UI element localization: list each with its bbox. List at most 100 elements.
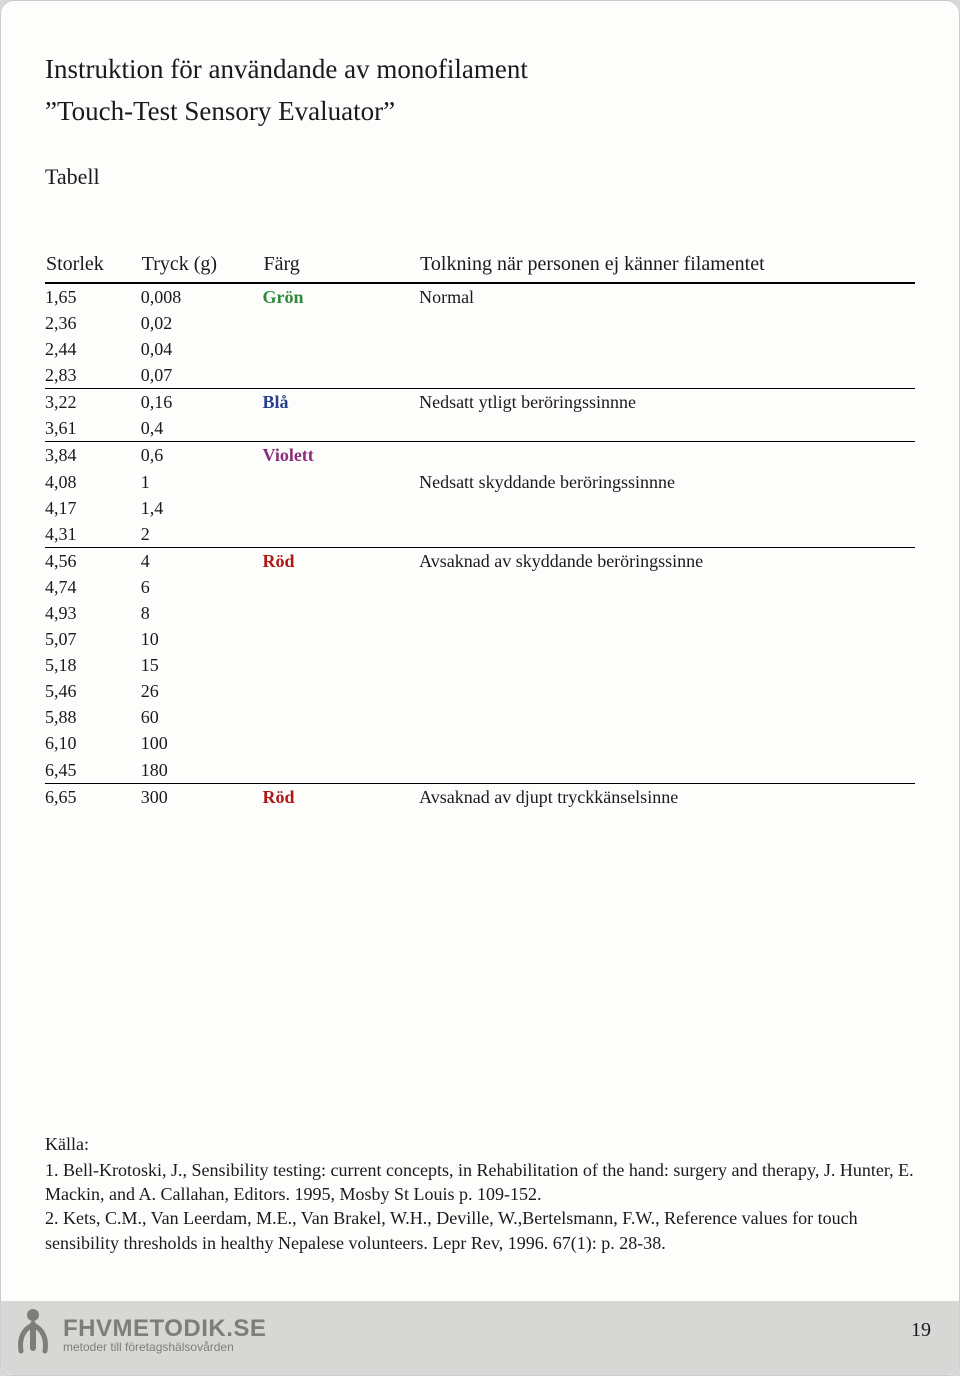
cell-interpretation (419, 574, 915, 600)
col-header-size: Storlek (45, 252, 141, 283)
table-row: 2,830,07 (45, 362, 915, 389)
cell-pressure: 0,07 (141, 362, 263, 389)
table-row: 3,610,4 (45, 415, 915, 442)
table-row: 4,312 (45, 521, 915, 548)
color-label: Blå (262, 392, 288, 412)
sources-block: Källa: 1. Bell-Krotoski, J., Sensibility… (45, 1132, 915, 1255)
cell-pressure: 60 (141, 704, 263, 730)
source-item: 1. Bell-Krotoski, J., Sensibility testin… (45, 1158, 915, 1207)
cell-pressure: 0,6 (141, 442, 263, 469)
cell-size: 5,18 (45, 652, 141, 678)
cell-color: Grön (262, 283, 419, 310)
cell-size: 4,74 (45, 574, 141, 600)
table-row: 5,4626 (45, 678, 915, 704)
table-row: 4,564Röd Avsaknad av skyddande beröringss… (45, 547, 915, 574)
col-header-color: Färg (262, 252, 419, 283)
cell-interpretation: Avsaknad av skyddande beröringssinne (419, 547, 915, 574)
cell-color (262, 521, 419, 548)
cell-size: 4,31 (45, 521, 141, 548)
cell-pressure: 100 (141, 730, 263, 756)
cell-interpretation (419, 336, 915, 362)
cell-interpretation: Normal (419, 283, 915, 310)
table-label: Tabell (45, 164, 915, 190)
brand-logo-icon (13, 1307, 53, 1363)
page-footer: FHVMETODIK.SE metoder till företagshälso… (1, 1301, 959, 1375)
cell-size: 2,44 (45, 336, 141, 362)
cell-size: 4,93 (45, 600, 141, 626)
table-row: 1,650,008Grön Normal (45, 283, 915, 310)
cell-interpretation (419, 730, 915, 756)
table-row: 4,746 (45, 574, 915, 600)
document-page: Instruktion för användande av monofilame… (0, 0, 960, 1376)
cell-pressure: 2 (141, 521, 263, 548)
cell-size: 1,65 (45, 283, 141, 310)
cell-size: 3,22 (45, 389, 141, 416)
cell-size: 4,17 (45, 495, 141, 521)
cell-pressure: 0,02 (141, 310, 263, 336)
cell-color (262, 704, 419, 730)
cell-pressure: 15 (141, 652, 263, 678)
cell-size: 3,61 (45, 415, 141, 442)
table-row: 4,938 (45, 600, 915, 626)
color-label: Grön (262, 287, 303, 307)
page-number: 19 (911, 1319, 931, 1342)
cell-size: 6,65 (45, 783, 141, 810)
table-row: 6,65300RödAvsaknad av djupt tryckkänsels… (45, 783, 915, 810)
cell-interpretation (419, 704, 915, 730)
table-header-row: Storlek Tryck (g) Färg Tolkning när pers… (45, 252, 915, 283)
monofilament-table: Storlek Tryck (g) Färg Tolkning när pers… (45, 252, 915, 810)
footer-brand-tagline: metoder till företagshälsovården (63, 1341, 266, 1354)
cell-pressure: 0,04 (141, 336, 263, 362)
cell-interpretation (419, 626, 915, 652)
cell-color: Violett (262, 442, 419, 469)
cell-size: 2,83 (45, 362, 141, 389)
cell-color (262, 574, 419, 600)
cell-pressure: 4 (141, 547, 263, 574)
table-row: 6,45180 (45, 757, 915, 784)
cell-color: Röd (262, 547, 419, 574)
cell-interpretation (419, 442, 915, 469)
cell-pressure: 180 (141, 757, 263, 784)
cell-color (262, 495, 419, 521)
cell-color: Röd (262, 783, 419, 810)
page-title-line1: Instruktion för användande av monofilame… (45, 51, 915, 87)
table-row: 6,10100 (45, 730, 915, 756)
cell-size: 5,88 (45, 704, 141, 730)
page-title-line2: ”Touch-Test Sensory Evaluator” (45, 93, 915, 129)
cell-interpretation (419, 521, 915, 548)
cell-color (262, 652, 419, 678)
cell-color (262, 469, 419, 495)
color-label: Violett (262, 445, 313, 465)
cell-interpretation (419, 600, 915, 626)
cell-pressure: 8 (141, 600, 263, 626)
table-row: 4,171,4 (45, 495, 915, 521)
cell-pressure: 1 (141, 469, 263, 495)
sources-label: Källa: (45, 1132, 915, 1156)
cell-interpretation: Nedsatt ytligt beröringssinnne (419, 389, 915, 416)
table-row: 3,840,6Violett (45, 442, 915, 469)
cell-color (262, 415, 419, 442)
cell-pressure: 26 (141, 678, 263, 704)
cell-color: Blå (262, 389, 419, 416)
color-label: Röd (262, 787, 294, 807)
table-row: 2,360,02 (45, 310, 915, 336)
cell-interpretation (419, 495, 915, 521)
cell-size: 4,56 (45, 547, 141, 574)
cell-pressure: 10 (141, 626, 263, 652)
cell-interpretation (419, 678, 915, 704)
footer-brand: FHVMETODIK.SE metoder till företagshälso… (13, 1307, 266, 1363)
cell-pressure: 6 (141, 574, 263, 600)
table-row: 5,0710 (45, 626, 915, 652)
cell-interpretation (419, 757, 915, 784)
cell-interpretation (419, 415, 915, 442)
cell-pressure: 0,008 (141, 283, 263, 310)
cell-color (262, 310, 419, 336)
color-label: Röd (262, 551, 294, 571)
cell-color (262, 757, 419, 784)
cell-size: 6,10 (45, 730, 141, 756)
col-header-interpretation: Tolkning när personen ej känner filament… (419, 252, 915, 283)
cell-color (262, 362, 419, 389)
cell-size: 2,36 (45, 310, 141, 336)
cell-size: 6,45 (45, 757, 141, 784)
cell-interpretation: Nedsatt skyddande beröringssinnne (419, 469, 915, 495)
